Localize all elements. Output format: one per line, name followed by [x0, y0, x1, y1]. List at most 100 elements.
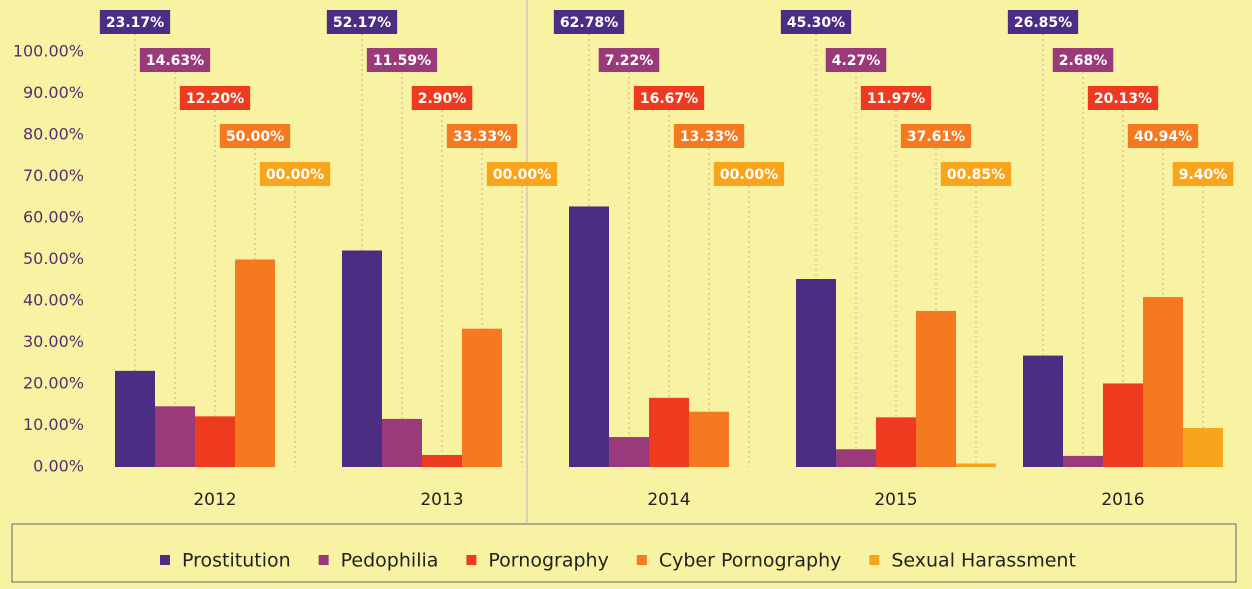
value-label: 14.63% [146, 53, 204, 69]
bar [1063, 455, 1103, 467]
legend-swatch [318, 555, 329, 565]
value-label-bg [860, 86, 932, 110]
bar [195, 416, 235, 467]
bar [1183, 427, 1223, 467]
x-tick-label: 2015 [874, 490, 917, 510]
value-label-bg [366, 48, 438, 72]
x-tick-label: 2016 [1101, 490, 1144, 510]
bar [422, 454, 462, 467]
legend-swatch [160, 555, 170, 565]
bar [609, 437, 649, 467]
value-label-bg [446, 124, 518, 148]
value-label: 11.97% [867, 91, 925, 107]
value-label-bg [259, 162, 331, 186]
legend-label: Sexual Harassment [891, 550, 1076, 572]
value-label: 11.59% [373, 53, 431, 69]
value-label-bg [1087, 86, 1159, 110]
bar [689, 411, 729, 467]
value-label-bg [179, 86, 251, 110]
y-tick-label: 60.00% [23, 208, 84, 227]
value-label: 33.33% [453, 129, 511, 145]
x-tick-label: 2014 [647, 490, 690, 510]
legend-swatch [869, 555, 880, 565]
value-label-bg [598, 48, 660, 72]
value-label-bg [780, 10, 852, 34]
value-label-bg [99, 10, 171, 34]
value-label: 37.61% [907, 129, 965, 145]
value-label-bg [1007, 10, 1079, 34]
bar [916, 310, 956, 467]
y-tick-label: 10.00% [23, 415, 84, 434]
value-label: 7.22% [605, 53, 654, 69]
value-label-bg [1172, 162, 1234, 186]
value-label-bg [825, 48, 887, 72]
y-tick-label: 20.00% [23, 374, 84, 393]
bar [1103, 383, 1143, 467]
value-label-bg [940, 162, 1012, 186]
bar [649, 397, 689, 467]
value-label-bg [326, 10, 398, 34]
value-label-bg [673, 124, 745, 148]
value-label: 50.00% [226, 129, 284, 145]
value-label-bg [900, 124, 972, 148]
legend-label: Prostitution [182, 550, 291, 572]
value-label-bg [633, 86, 705, 110]
value-label: 4.27% [832, 53, 881, 69]
bar [235, 259, 275, 467]
value-label: 2.68% [1059, 53, 1108, 69]
value-label: 00.00% [266, 167, 324, 183]
bar [796, 279, 836, 467]
bar [155, 406, 195, 467]
value-label: 62.78% [560, 15, 618, 31]
y-tick-label: 30.00% [23, 332, 84, 351]
x-tick-label: 2012 [193, 490, 236, 510]
bar [1143, 297, 1183, 467]
value-label: 45.30% [787, 15, 845, 31]
legend-label: Pedophilia [341, 550, 439, 572]
value-label-bg [486, 162, 558, 186]
value-label: 26.85% [1014, 15, 1072, 31]
value-label-bg [219, 124, 291, 148]
value-label: 12.20% [186, 91, 244, 107]
y-tick-label: 0.00% [33, 457, 84, 476]
y-tick-label: 40.00% [23, 291, 84, 310]
value-label-bg [1052, 48, 1114, 72]
value-label: 16.67% [640, 91, 698, 107]
legend-box [11, 523, 1237, 583]
value-label-bg [411, 86, 473, 110]
bar [569, 206, 609, 467]
bar [115, 370, 155, 467]
bar [956, 463, 996, 467]
bar [462, 328, 502, 467]
legend-label: Pornography [488, 550, 608, 572]
bar [836, 449, 876, 467]
value-label: 00.00% [720, 167, 778, 183]
bar [876, 417, 916, 467]
value-label-bg [553, 10, 625, 34]
value-label-bg [139, 48, 211, 72]
y-tick-label: 70.00% [23, 166, 84, 185]
value-label: 40.94% [1134, 129, 1192, 145]
value-label-bg [713, 162, 785, 186]
value-label: 9.40% [1179, 167, 1228, 183]
value-label: 20.13% [1094, 91, 1152, 107]
value-label: 00.85% [947, 167, 1005, 183]
value-label: 13.33% [680, 129, 738, 145]
legend-swatch [636, 555, 647, 565]
y-tick-label: 80.00% [23, 125, 84, 144]
bar [1023, 355, 1063, 467]
bar [342, 250, 382, 467]
y-tick-label: 50.00% [23, 249, 84, 268]
legend-swatch [466, 555, 477, 565]
value-label: 52.17% [333, 15, 391, 31]
legend-label: Cyber Pornography [659, 550, 842, 572]
value-label-bg [1127, 124, 1199, 148]
value-label: 00.00% [493, 167, 551, 183]
y-tick-label: 100.00% [13, 42, 84, 61]
value-label: 23.17% [106, 15, 164, 31]
y-tick-label: 90.00% [23, 83, 84, 102]
x-tick-label: 2013 [420, 490, 463, 510]
value-label: 2.90% [418, 91, 467, 107]
bar [382, 418, 422, 467]
